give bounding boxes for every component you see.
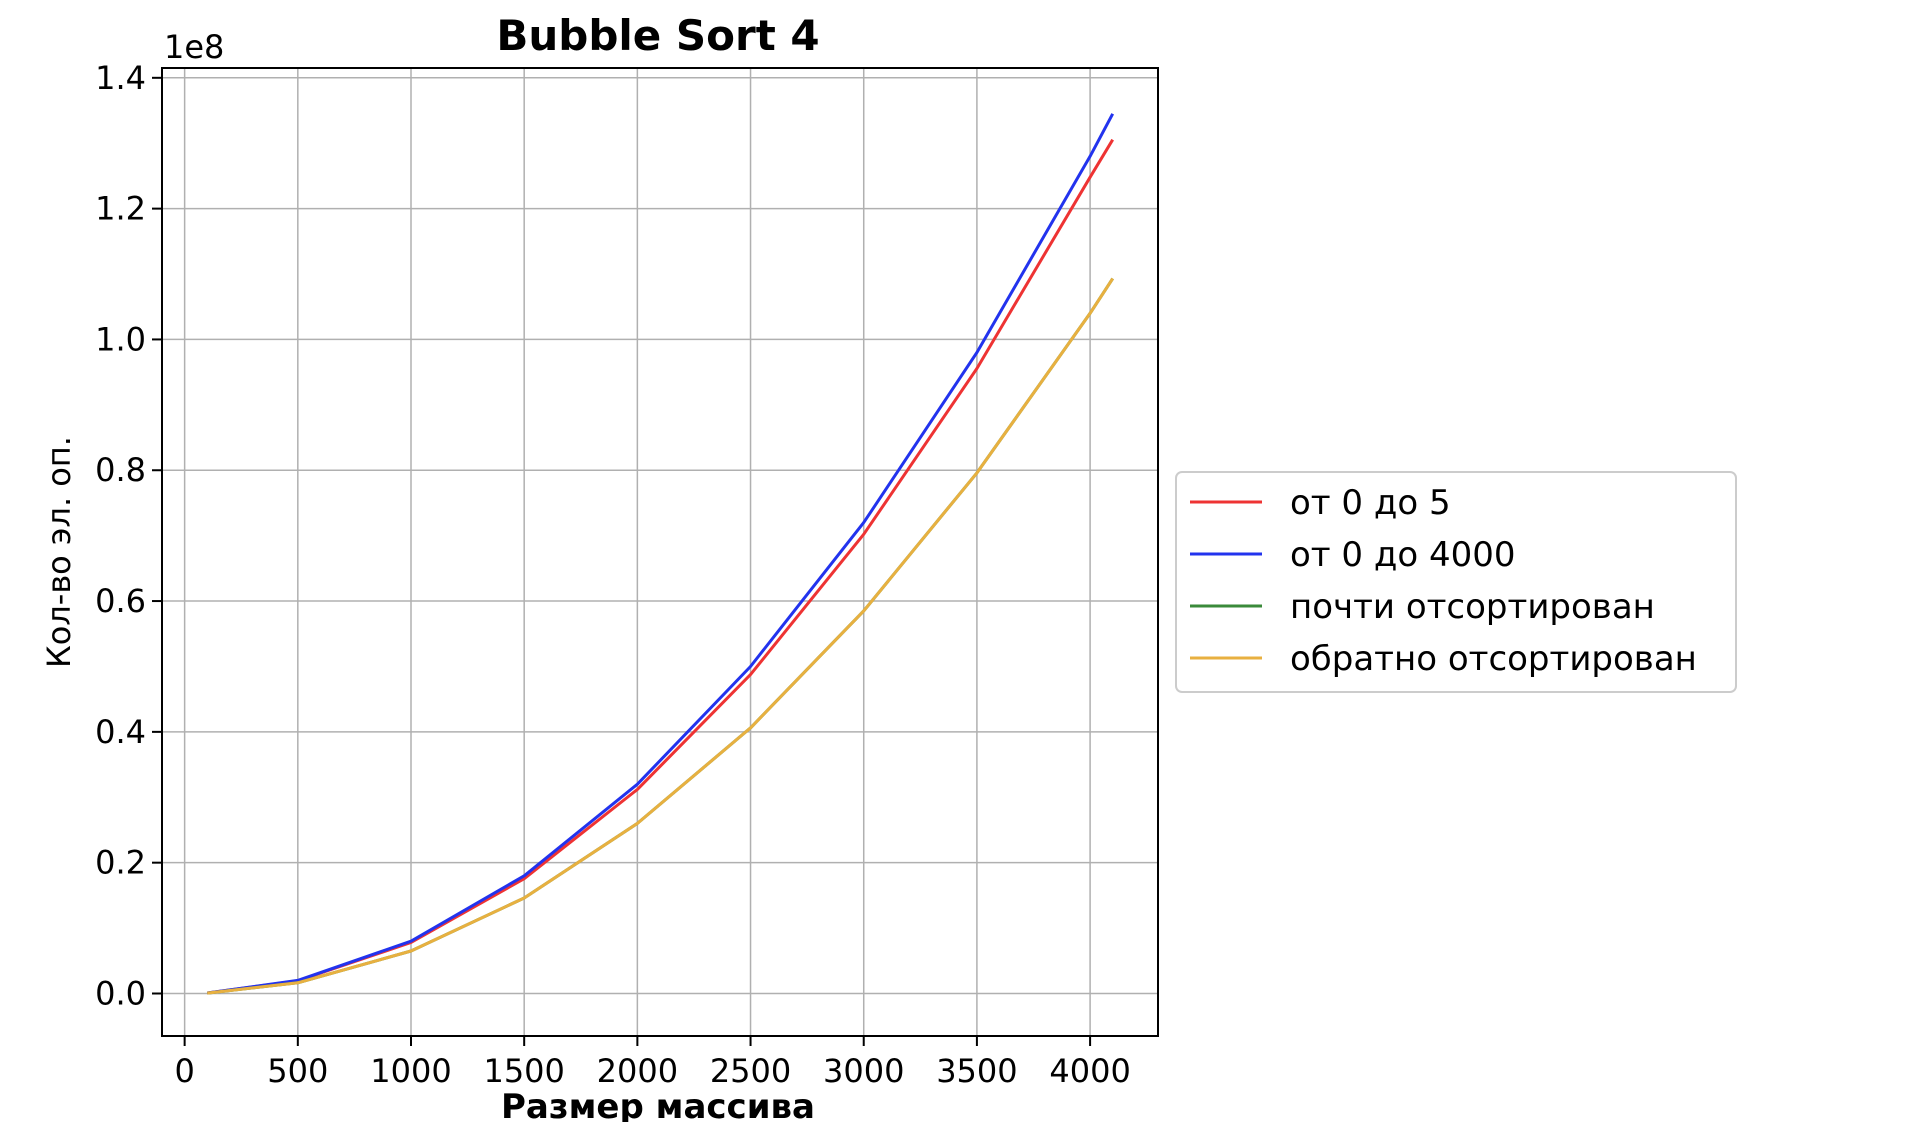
- legend: от 0 до 5 от 0 до 4000 почти отсортирован о…: [1175, 471, 1737, 693]
- plot-lines: [207, 113, 1115, 995]
- x-ticks: 0 500 1000 1500 2000 2500 3000 3500 4000: [174, 1036, 1131, 1090]
- y-tick-label: 1.4: [95, 59, 146, 97]
- y-offset-label: 1e8: [164, 28, 224, 66]
- chart-title: Bubble Sort 4: [496, 11, 819, 60]
- legend-label: почти отсортирован: [1290, 587, 1655, 627]
- y-tick-label: 0.0: [95, 974, 146, 1012]
- y-tick-label: 1.0: [95, 320, 146, 358]
- legend-label: от 0 до 4000: [1290, 535, 1516, 575]
- y-axis-label: Кол-во эл. оп.: [40, 436, 78, 668]
- x-tick-label: 1000: [370, 1052, 451, 1090]
- x-tick-label: 3000: [823, 1052, 904, 1090]
- legend-items: от 0 до 5 от 0 до 4000 почти отсортирован о…: [1190, 483, 1697, 679]
- legend-label: обратно отсортирован: [1290, 639, 1697, 679]
- y-tick-label: 0.8: [95, 451, 146, 489]
- y-tick-label: 0.4: [95, 713, 146, 751]
- x-tick-label: 2000: [597, 1052, 678, 1090]
- x-tick-label: 1500: [483, 1052, 564, 1090]
- y-tick-label: 1.2: [95, 190, 146, 228]
- legend-label: от 0 до 5: [1290, 483, 1451, 523]
- y-tick-label: 0.6: [95, 582, 146, 620]
- series-line-2: [207, 113, 1115, 995]
- plot-frame: [161, 67, 1159, 1037]
- x-tick-label: 500: [267, 1052, 328, 1090]
- y-ticks: 0.0 0.2 0.4 0.6 0.8 1.0 1.2 1.4: [95, 59, 162, 1012]
- x-tick-label: 4000: [1049, 1052, 1130, 1090]
- series-line-4: [207, 277, 1114, 995]
- grid: [162, 68, 1158, 1036]
- x-tick-label: 2500: [710, 1052, 791, 1090]
- y-tick-label: 0.2: [95, 844, 146, 882]
- x-axis-label: Размер массива: [501, 1087, 815, 1122]
- legend-box: [1175, 471, 1737, 693]
- x-tick-label: 0: [174, 1052, 194, 1090]
- x-tick-label: 3500: [936, 1052, 1017, 1090]
